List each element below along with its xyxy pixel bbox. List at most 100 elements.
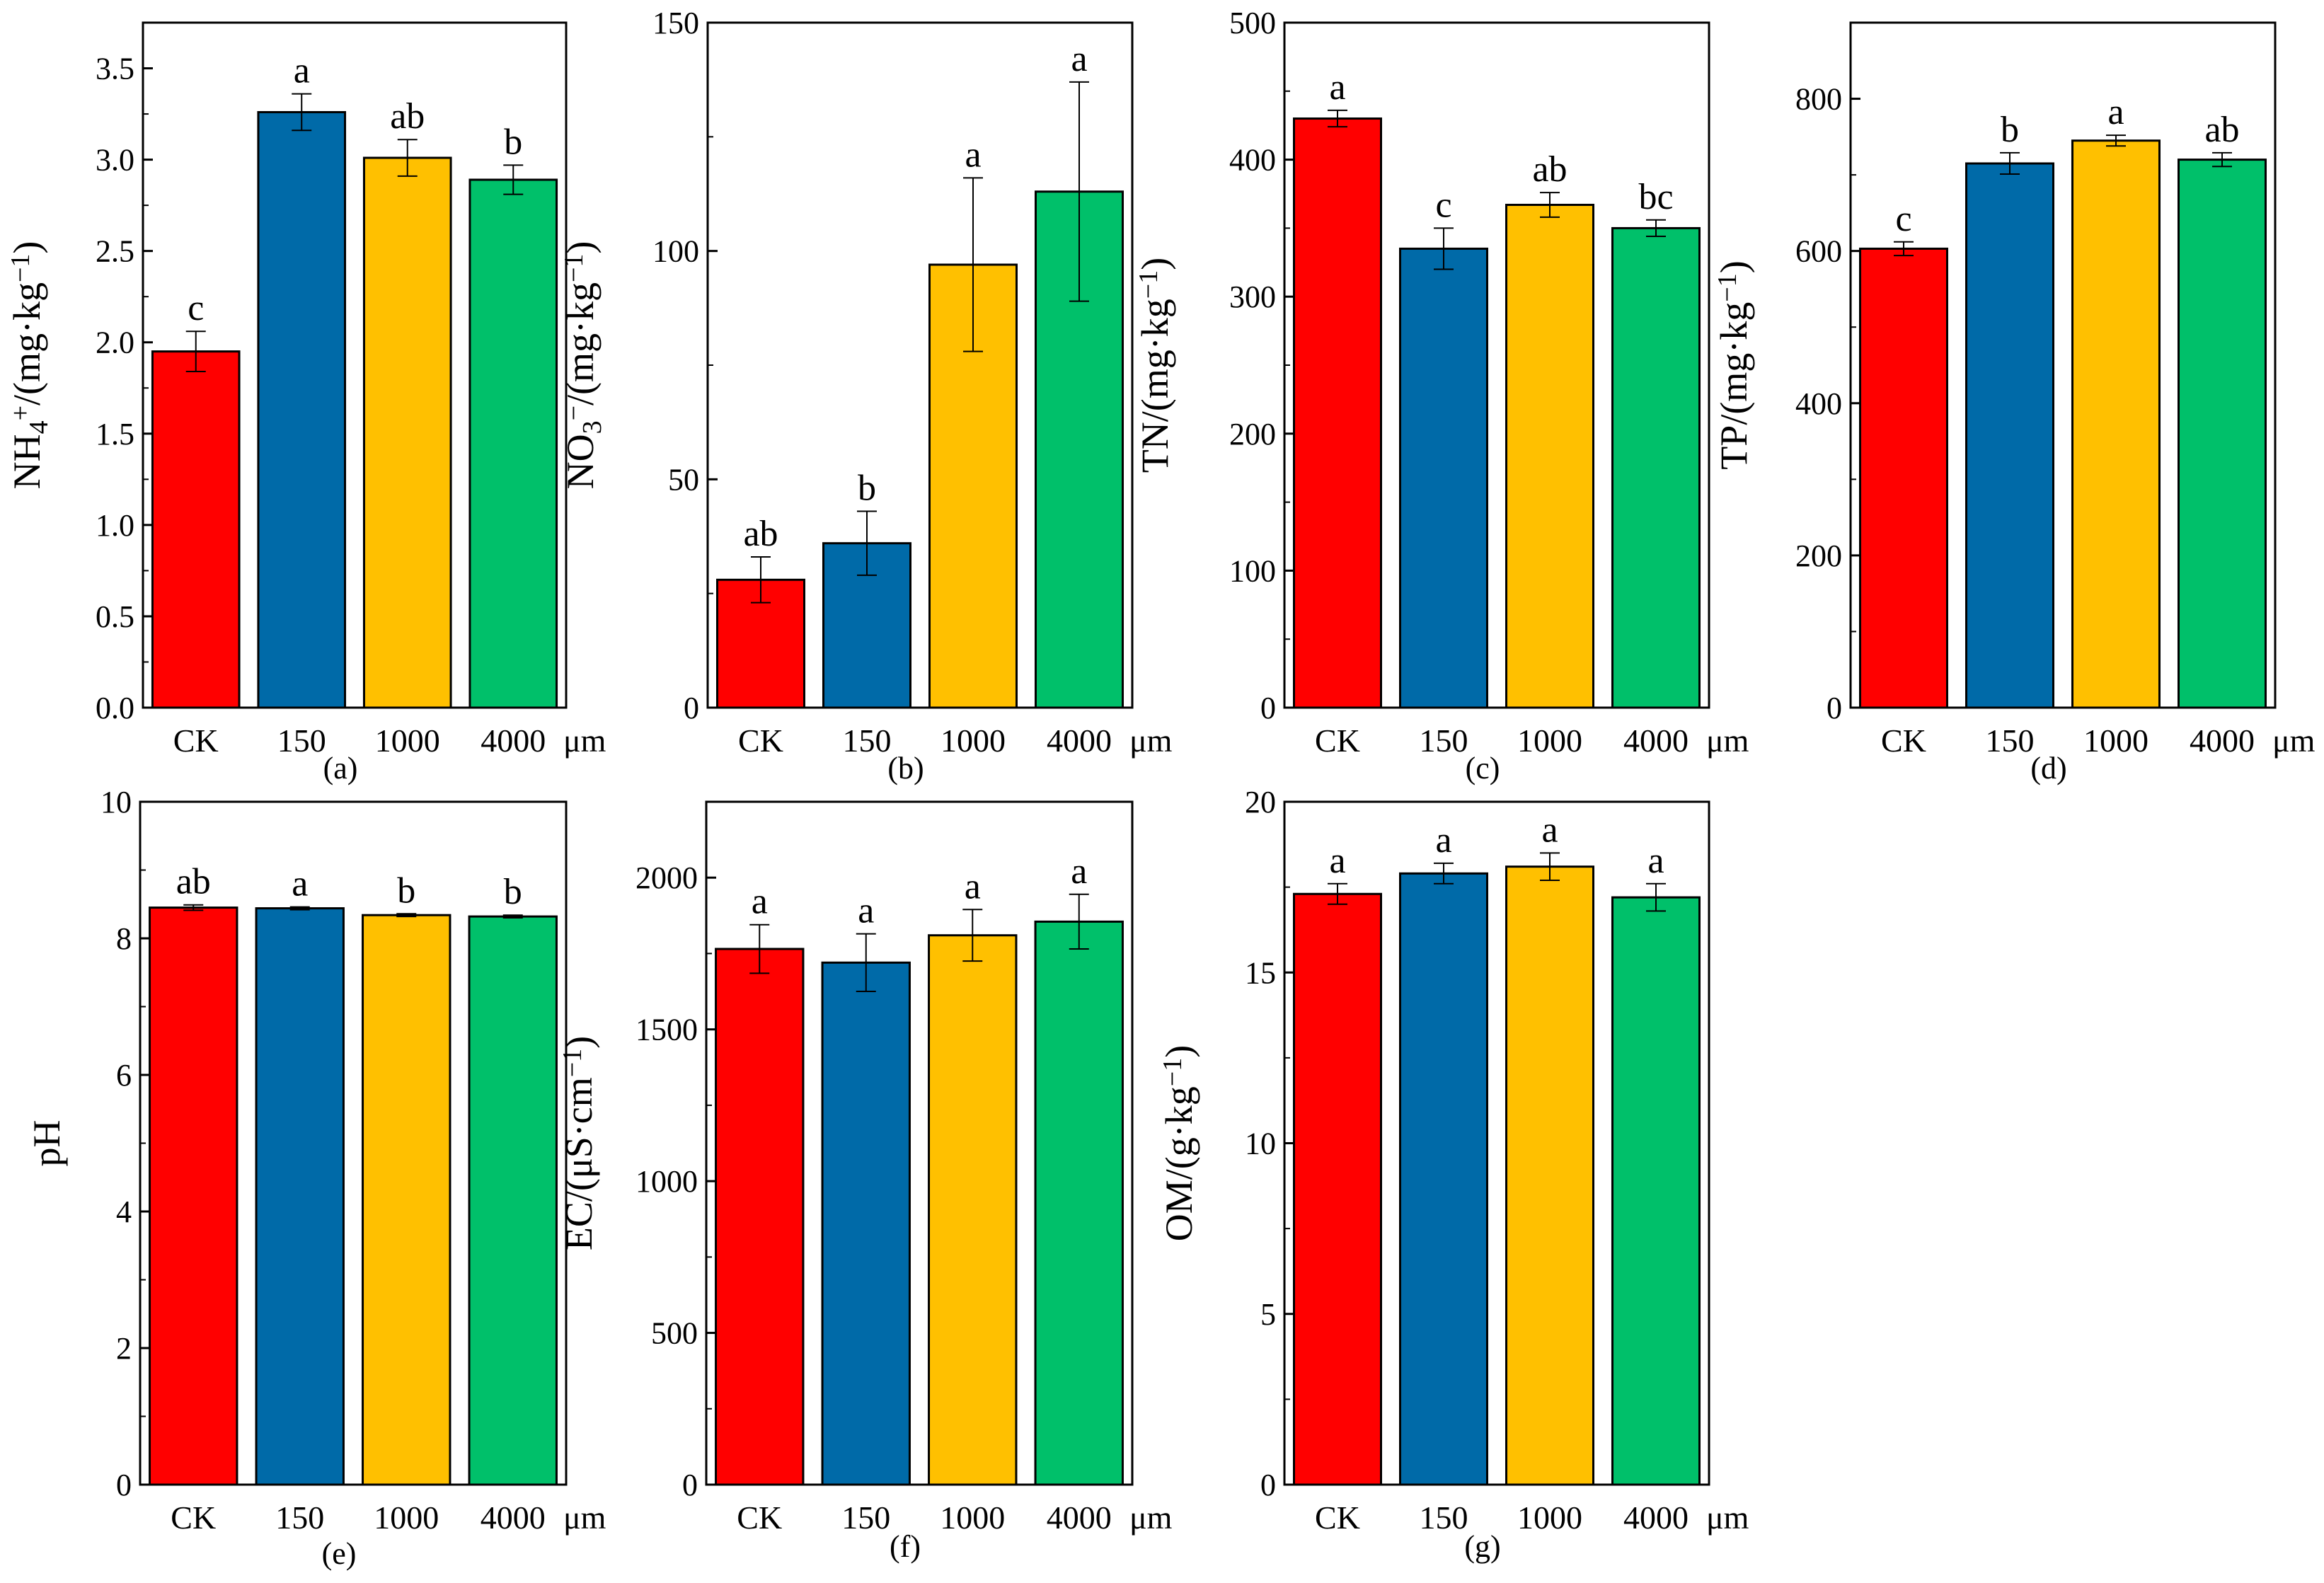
category-label: 150: [1420, 1499, 1468, 1536]
panel-label: (d): [2030, 751, 2066, 785]
panel-label: (a): [323, 751, 358, 785]
error-bar: [1540, 192, 1560, 218]
error-bar: [2000, 151, 2020, 175]
error-bar: [857, 510, 877, 576]
error-bar: [1069, 81, 1089, 302]
bar-1000: [362, 156, 452, 709]
panel-b: ab CK b 150 a 1000 a 4000 μm 0 50 100 150 NO3−/(mg·kg…: [559, 6, 1173, 785]
category-label: 150: [843, 723, 892, 759]
error-bar: [1069, 893, 1089, 950]
bar-150: [1399, 872, 1488, 1486]
significance-letter: c: [188, 288, 204, 328]
y-tick-label: 2.5: [96, 234, 134, 269]
unit-label: μm: [2272, 723, 2316, 759]
significance-letter: a: [752, 882, 768, 922]
y-tick-label: 800: [1795, 82, 1842, 117]
significance-letter: a: [1329, 67, 1345, 108]
bar-4000: [1034, 920, 1124, 1486]
unit-label: μm: [1706, 1499, 1749, 1536]
unit-label: μm: [563, 723, 606, 759]
significance-letter: ab: [176, 862, 211, 902]
significance-letter: bc: [1638, 177, 1673, 217]
error-bar: [396, 913, 417, 918]
y-tick-label: 50: [668, 462, 699, 497]
bar-1000: [2071, 139, 2161, 709]
bar-1000: [1505, 865, 1594, 1486]
y-tick-label: 300: [1229, 280, 1276, 314]
error-bar: [292, 93, 312, 132]
bar-CK: [1293, 117, 1382, 709]
y-tick-label: 10: [100, 785, 132, 819]
category-label: 150: [1420, 723, 1468, 759]
panel-a: c CK a 150 ab 1000 b 4000 μm 0.0 0.5 1.0 1.5 2.0 2.5 3.…: [6, 21, 606, 785]
y-tick-label: 3.0: [96, 143, 134, 178]
plot-frame: [705, 800, 1134, 1486]
error-bar: [397, 139, 418, 177]
category-label: 1000: [1517, 723, 1582, 759]
significance-letter: a: [292, 864, 308, 904]
significance-letter: a: [1071, 39, 1087, 79]
significance-letter: b: [504, 122, 522, 162]
error-bar: [856, 933, 876, 993]
significance-letter: a: [1541, 810, 1558, 850]
bar-1000: [1505, 203, 1594, 709]
bar-4000: [1611, 226, 1701, 709]
significance-letter: ab: [743, 514, 778, 554]
category-label: 150: [277, 723, 326, 759]
significance-letter: a: [2107, 92, 2124, 132]
bar-1000: [928, 934, 1018, 1486]
significance-letter: c: [1895, 199, 1911, 239]
category-label: 4000: [2190, 723, 2255, 759]
y-axis-title: EC/(μS·cm−1): [558, 1036, 600, 1250]
category-label: 150: [275, 1499, 324, 1536]
category-label: 4000: [1623, 1499, 1689, 1536]
panel-e: ab CK a 150 b 1000 b 4000 μm 0 2 4 6 8 10 pH (e): [25, 785, 606, 1571]
bar-150: [1399, 247, 1488, 709]
error-bar: [1646, 882, 1666, 912]
category-label: CK: [171, 1499, 216, 1536]
y-tick-label: 100: [1229, 553, 1276, 588]
significance-letter: ab: [390, 96, 425, 137]
significance-letter: b: [504, 872, 522, 912]
unit-label: μm: [1129, 723, 1173, 759]
category-label: CK: [737, 1499, 782, 1536]
category-label: 4000: [481, 723, 546, 759]
y-tick-label: 2: [116, 1331, 132, 1366]
category-label: 1000: [940, 1499, 1005, 1536]
significance-letter: a: [1071, 851, 1087, 892]
significance-letter: ab: [2204, 110, 2239, 150]
category-label: 4000: [481, 1499, 546, 1536]
y-tick-label: 0: [1260, 1468, 1276, 1502]
error-bar: [2212, 151, 2232, 168]
error-bar: [503, 164, 524, 195]
significance-letter: a: [965, 866, 981, 906]
bar-CK: [149, 906, 238, 1486]
significance-letter: a: [294, 51, 310, 91]
y-tick-label: 3.5: [96, 52, 134, 86]
y-tick-label: 1000: [635, 1164, 698, 1199]
error-bar: [1434, 227, 1454, 270]
error-bar: [751, 556, 771, 604]
y-tick-label: 8: [116, 921, 132, 956]
bar-CK: [151, 350, 241, 709]
panel-label: (b): [887, 751, 924, 785]
category-label: 1000: [375, 723, 440, 759]
panel-label: (f): [890, 1529, 921, 1564]
error-bar: [749, 923, 770, 974]
significance-letter: a: [858, 891, 874, 931]
y-tick-label: 500: [651, 1316, 698, 1351]
panel-f: a CK a 150 a 1000 a 4000 μm 0 500 1000 1500 2000 EC/(μ…: [558, 800, 1173, 1564]
plot-frame: [1849, 21, 2277, 709]
category-label: 1000: [1517, 1499, 1582, 1536]
y-tick-label: 200: [1229, 417, 1276, 451]
error-bar: [502, 914, 523, 919]
category-label: CK: [1315, 1499, 1360, 1536]
category-label: 1000: [940, 723, 1006, 759]
y-tick-label: 400: [1229, 143, 1276, 178]
significance-letter: b: [397, 870, 415, 911]
significance-letter: a: [965, 134, 981, 175]
category-label: 4000: [1623, 723, 1689, 759]
y-axis-title: NO3−/(mg·kg−1): [559, 241, 607, 490]
y-tick-label: 600: [1795, 234, 1842, 269]
significance-letter: a: [1647, 841, 1664, 881]
